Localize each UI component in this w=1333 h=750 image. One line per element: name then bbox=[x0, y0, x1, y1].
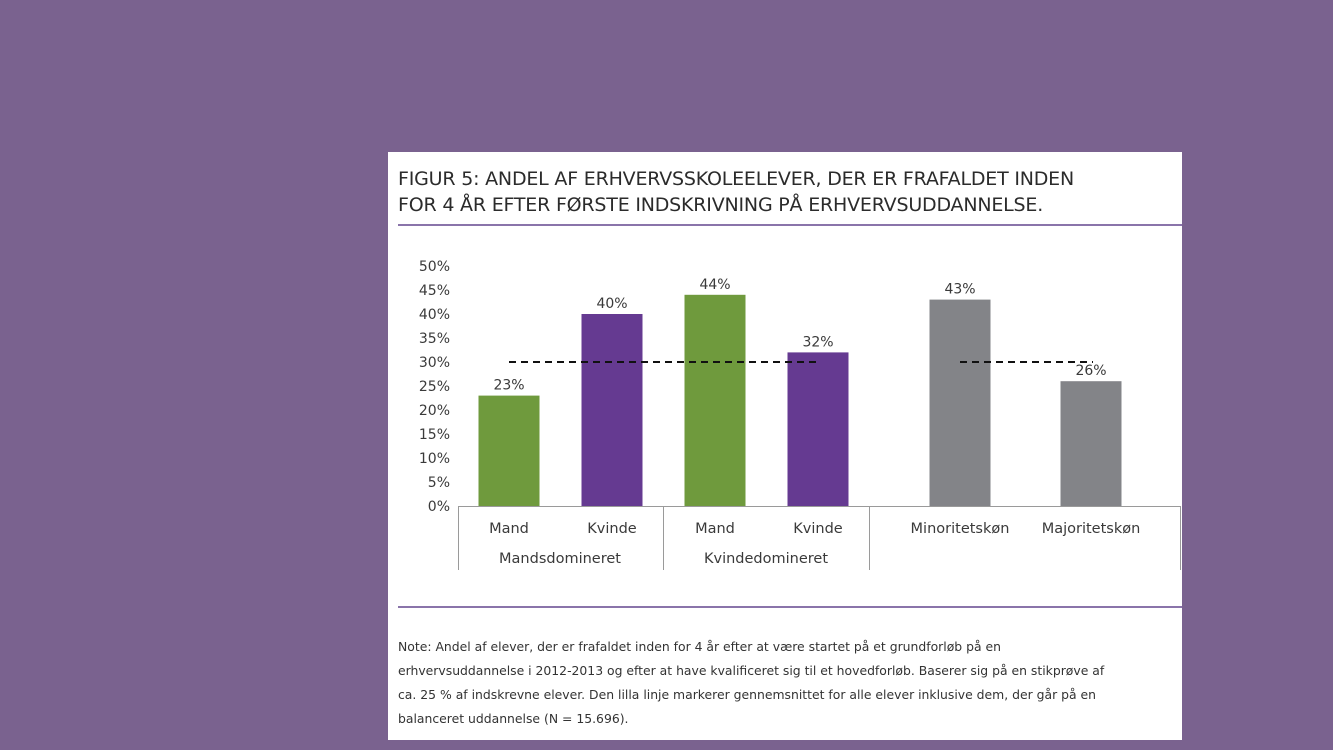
y-tick-label: 50% bbox=[419, 259, 450, 275]
y-tick-label: 25% bbox=[419, 379, 450, 395]
data-label: 32% bbox=[802, 334, 833, 350]
y-tick-label: 5% bbox=[428, 475, 450, 491]
data-label: 43% bbox=[944, 282, 975, 298]
bar bbox=[684, 294, 746, 506]
note-divider bbox=[398, 606, 1182, 608]
group-label: Kvindedomineret bbox=[704, 551, 828, 567]
note-line-4: balanceret uddannelse (N = 15.696). bbox=[398, 711, 629, 726]
data-label: 26% bbox=[1075, 363, 1106, 379]
note-line-2: erhvervsuddannelse i 2012-2013 og efter … bbox=[398, 663, 1105, 678]
title-divider bbox=[398, 224, 1182, 226]
figure-card: FIGUR 5: ANDEL AF ERHVERVSSKOLEELEVER, D… bbox=[388, 152, 1182, 740]
y-tick-label: 40% bbox=[419, 307, 450, 323]
group-label: Mandsdomineret bbox=[499, 551, 621, 567]
category-label: Kvinde bbox=[587, 521, 637, 537]
bar-chart: 0% 5% 10% 15% 20% 25% 30% 35% 40% 45% 50% 23% Mand 40… bbox=[419, 259, 1181, 570]
bar bbox=[929, 299, 991, 506]
note-line-1: Note: Andel af elever, der er frafaldet … bbox=[398, 639, 1001, 654]
y-tick-label: 45% bbox=[419, 283, 450, 299]
figure-title: FIGUR 5: ANDEL AF ERHVERVSSKOLEELEVER, D… bbox=[398, 166, 1178, 218]
category-label: Majoritetskøn bbox=[1042, 521, 1141, 537]
bar bbox=[478, 395, 540, 506]
y-tick-label: 20% bbox=[419, 403, 450, 419]
bar bbox=[1060, 381, 1122, 506]
note-line-3: ca. 25 % af indskrevne elever. Den lilla… bbox=[398, 687, 1096, 702]
figure-note: Note: Andel af elever, der er frafaldet … bbox=[398, 635, 1168, 731]
bar bbox=[581, 314, 643, 506]
figure-title-line-2: FOR 4 ÅR EFTER FØRSTE INDSKRIVNING PÅ ER… bbox=[398, 194, 1044, 216]
y-tick-label: 15% bbox=[419, 427, 450, 443]
category-label: Mand bbox=[489, 521, 529, 537]
y-tick-label: 10% bbox=[419, 451, 450, 467]
figure-title-line-1: FIGUR 5: ANDEL AF ERHVERVSSKOLEELEVER, D… bbox=[398, 168, 1074, 190]
y-tick-label: 30% bbox=[419, 355, 450, 371]
category-label: Mand bbox=[695, 521, 735, 537]
bar bbox=[787, 352, 849, 506]
data-label: 23% bbox=[493, 378, 524, 394]
y-tick-label: 0% bbox=[428, 499, 450, 515]
category-label: Minoritetskøn bbox=[911, 521, 1010, 537]
data-label: 40% bbox=[596, 296, 627, 312]
y-tick-label: 35% bbox=[419, 331, 450, 347]
data-label: 44% bbox=[699, 277, 730, 293]
category-label: Kvinde bbox=[793, 521, 843, 537]
